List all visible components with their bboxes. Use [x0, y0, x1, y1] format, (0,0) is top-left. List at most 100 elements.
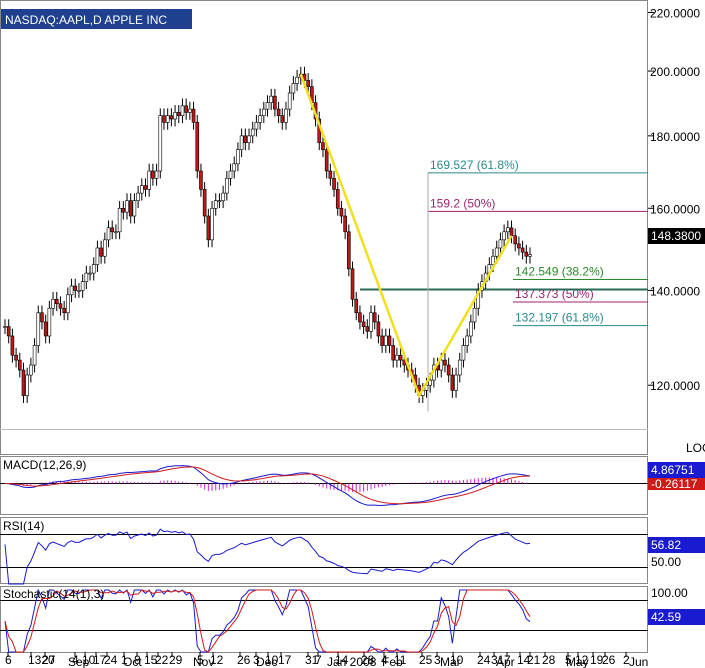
date-tick-label: 15: [144, 653, 158, 667]
date-tick-label: 19: [590, 653, 604, 667]
candle-body: [384, 335, 388, 346]
date-tick-label: 1: [121, 653, 128, 667]
stoch-title: Stochastic(14(1),3): [3, 587, 104, 601]
date-tick-label: 10: [82, 653, 96, 667]
candle-body: [239, 135, 244, 150]
price-tick-label: 180.0000: [650, 130, 700, 144]
candle-body: [117, 207, 122, 233]
candle-body: [247, 135, 251, 144]
candle-body: [376, 321, 381, 337]
date-tick-label: 31: [305, 653, 319, 667]
candle-body: [125, 200, 129, 213]
candle-body: [265, 102, 270, 110]
candle-body: [243, 135, 248, 144]
candle-body: [88, 272, 92, 275]
candle-body: [469, 321, 473, 337]
date-tick-label: 2: [623, 653, 630, 667]
date-tick-label: 31: [491, 653, 505, 667]
price-series: [3, 66, 532, 403]
date-tick-label: 3: [253, 653, 260, 667]
log-scale-label: LOG: [686, 441, 705, 455]
month-label: May: [566, 655, 589, 668]
macd-line: [4, 465, 531, 507]
candle-body: [446, 364, 451, 376]
date-tick-label: 29: [169, 653, 183, 667]
date-tick-label: 28: [361, 653, 375, 667]
candle-body: [14, 354, 18, 361]
fib-level-label: 142.549 (38.2%): [515, 265, 604, 279]
month-label: Nov: [193, 655, 214, 668]
date-tick-label: 12: [210, 653, 224, 667]
candle-body: [32, 345, 37, 366]
price-tick-label: 200.0000: [650, 65, 700, 79]
candle-body: [180, 105, 185, 116]
month-label: Mar: [440, 655, 461, 668]
date-tick-label: 10: [450, 653, 464, 667]
candle-body: [369, 312, 373, 332]
candle-body: [154, 170, 159, 179]
candle-body: [95, 247, 100, 265]
candle-body: [221, 192, 225, 201]
candle-body: [210, 207, 214, 241]
price-tick-label: 160.0000: [650, 202, 700, 216]
candle-body: [347, 231, 351, 270]
rsi-panel: [0, 517, 648, 584]
candle-body: [339, 207, 344, 217]
candle-body: [358, 312, 362, 323]
candle-body: [213, 200, 218, 209]
candle-body: [43, 321, 48, 337]
candle-body: [506, 227, 510, 233]
date-tick-label: 1320: [28, 653, 55, 667]
candle-body: [69, 285, 74, 296]
rsi-line: [4, 528, 531, 585]
date-tick-label: 28: [542, 653, 556, 667]
candle-body: [225, 177, 229, 194]
fibonacci-levels: 169.527 (61.8%) 159.2 (50%) 142.549 (38.2%…: [360, 158, 648, 412]
candle-body: [439, 359, 444, 371]
candle-body: [84, 272, 89, 282]
date-tick-label: 14: [517, 653, 531, 667]
price-tick-label: 120.0000: [650, 379, 700, 393]
candle-body: [99, 247, 103, 257]
candle-body: [3, 326, 7, 328]
candle-body: [258, 115, 262, 123]
candle-body: [457, 359, 462, 376]
candle-body: [465, 335, 469, 346]
candle-body: [21, 369, 26, 396]
candle-body: [398, 354, 403, 361]
candle-body: [273, 95, 277, 110]
price-tick-label: 140.0000: [650, 284, 700, 298]
candle-body: [202, 189, 207, 217]
candle-body: [188, 108, 192, 113]
candle-body: [232, 163, 237, 172]
candle-body: [472, 307, 477, 323]
candle-body: [387, 335, 392, 346]
macd-signal-line: [4, 466, 531, 505]
candle-body: [110, 227, 115, 233]
candle-body: [206, 215, 211, 241]
candle-body: [36, 312, 41, 346]
rsi-title: RSI(14): [3, 519, 44, 533]
month-label: Apr: [496, 655, 515, 668]
month-label: Sep: [68, 655, 90, 668]
candle-body: [54, 298, 59, 305]
last-price-tag: [648, 228, 705, 244]
candle-body: [391, 345, 396, 361]
candle-body: [295, 76, 299, 84]
candle-body: [461, 345, 466, 361]
candle-body: [66, 294, 70, 314]
stoch-value: 42.59: [651, 610, 681, 624]
candle-body: [502, 231, 506, 241]
candle-body: [528, 254, 532, 257]
month-label: Jun: [629, 655, 648, 668]
candle-body: [121, 207, 126, 213]
candle-body: [343, 215, 347, 233]
candle-body: [58, 303, 63, 309]
candle-body: [139, 185, 144, 194]
macd-panel: [0, 456, 648, 515]
candle-body: [132, 200, 137, 217]
candle-body: [47, 307, 52, 337]
date-tick-label: 25: [419, 653, 433, 667]
